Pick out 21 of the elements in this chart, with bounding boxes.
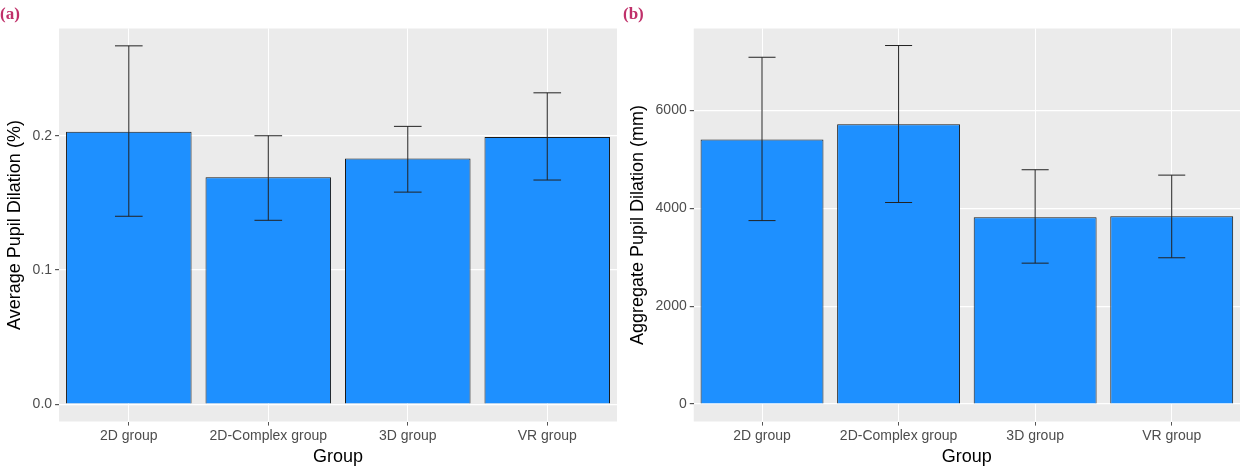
- x-tick-label: 2D group: [733, 426, 792, 443]
- y-axis-title: Aggregate Pupil Dilation (mm): [626, 104, 647, 346]
- y-tick-label: 0.0: [32, 395, 53, 412]
- x-tick-label: 3D group: [378, 426, 437, 443]
- x-tick-label: 2D-Complex group: [209, 426, 328, 443]
- y-tick-label: 0.2: [32, 126, 53, 143]
- y-tick-label: 6000: [655, 101, 687, 118]
- y-tick-label: 0.1: [32, 260, 53, 277]
- y-axis-title: Average Pupil Dilation (%): [3, 120, 24, 330]
- x-axis-title: Group: [941, 446, 992, 467]
- x-tick-label: 2D group: [100, 426, 158, 443]
- x-tick-label: 2D-Complex group: [839, 426, 958, 443]
- chart-title: (b): [623, 3, 644, 23]
- y-tick-label: 0: [678, 394, 687, 411]
- chart-title: (a): [0, 3, 20, 23]
- x-tick-label: VR group: [517, 426, 578, 443]
- x-tick-label: 3D group: [1006, 426, 1065, 443]
- y-tick-label: 2000: [655, 297, 687, 314]
- x-tick-label: VR group: [1142, 426, 1202, 443]
- x-axis-title: Group: [313, 446, 364, 467]
- y-tick-label: 4000: [655, 199, 687, 216]
